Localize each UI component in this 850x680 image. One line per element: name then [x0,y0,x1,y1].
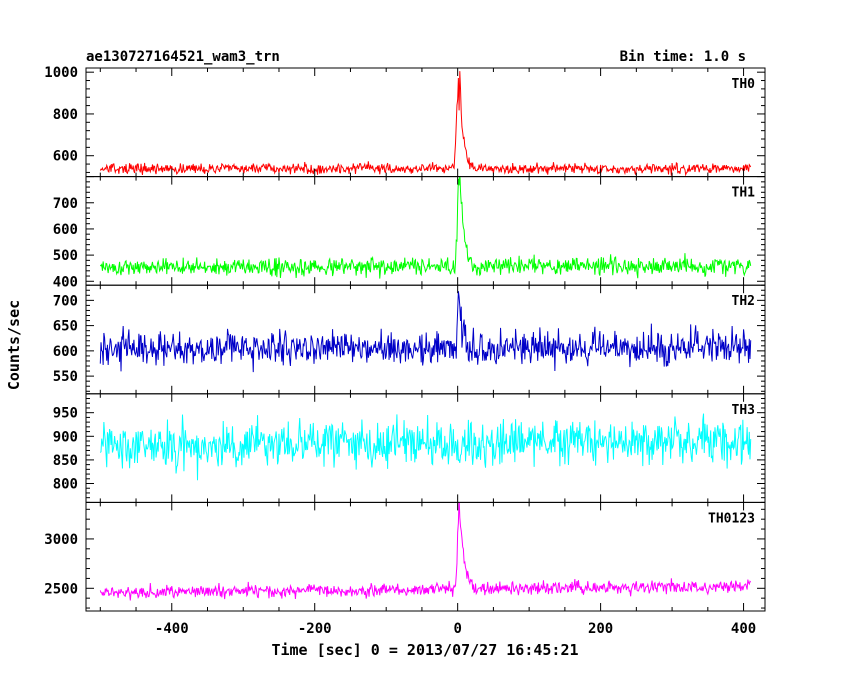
y-tick-label: 900 [53,429,78,445]
y-tick-label: 650 [53,319,78,335]
x-tick-label: 0 [453,621,461,637]
y-tick-label: 400 [53,274,78,290]
series-line-th0123 [99,502,752,601]
x-axis: -400 -200 0 200 400 [155,621,756,637]
y-tick-label: 950 [53,406,78,422]
series-label-th3: TH3 [732,403,755,418]
series-label-th0123: TH0123 [708,511,755,526]
y-tick-label: 550 [53,369,78,385]
y-tick-label: 1000 [44,65,78,81]
series-label-th0: TH0 [732,77,756,92]
y-tick-label: 700 [53,293,78,309]
series-label-th1: TH1 [732,186,756,201]
series-line-th3 [99,413,752,481]
x-tick-label: -400 [155,621,189,637]
x-tick-label: 200 [588,621,613,637]
y-tick-label: 600 [53,222,78,238]
panel-frame [85,501,766,612]
panel-th1: 400 500 600 700 TH1 [53,176,766,290]
y-tick-label: 850 [53,453,78,469]
x-tick-label: 400 [731,621,756,637]
panel-th0123: 2500 3000 TH0123 [44,501,766,612]
series-line-th0 [99,71,752,177]
panel-th3: 800 850 900 950 TH3 [53,393,766,503]
x-axis-title: Time [sec] 0 = 2013/07/27 16:45:21 [271,641,578,659]
y-tick-label: 3000 [44,532,78,548]
y-tick-label: 800 [53,477,78,493]
y-tick-label: 600 [53,344,78,360]
x-tick-label: -200 [298,621,332,637]
series-line-th2 [99,291,752,373]
panels: 600 800 1000 TH0 400 500 600 700 TH1 550 600 650 700… [44,65,766,612]
y-tick-label: 2500 [44,581,78,597]
y-tick-label: 600 [53,149,78,165]
series-line-th1 [99,176,752,279]
series-label-th2: TH2 [732,294,755,309]
y-tick-label: 700 [53,196,78,212]
y-tick-label: 500 [53,248,78,264]
bin-time-label: Bin time: 1.0 s [620,49,746,65]
dataset-name: ae130727164521_wam3_trn [86,49,280,65]
y-axis-title: Counts/sec [5,300,23,390]
y-tick-label: 800 [53,107,78,123]
